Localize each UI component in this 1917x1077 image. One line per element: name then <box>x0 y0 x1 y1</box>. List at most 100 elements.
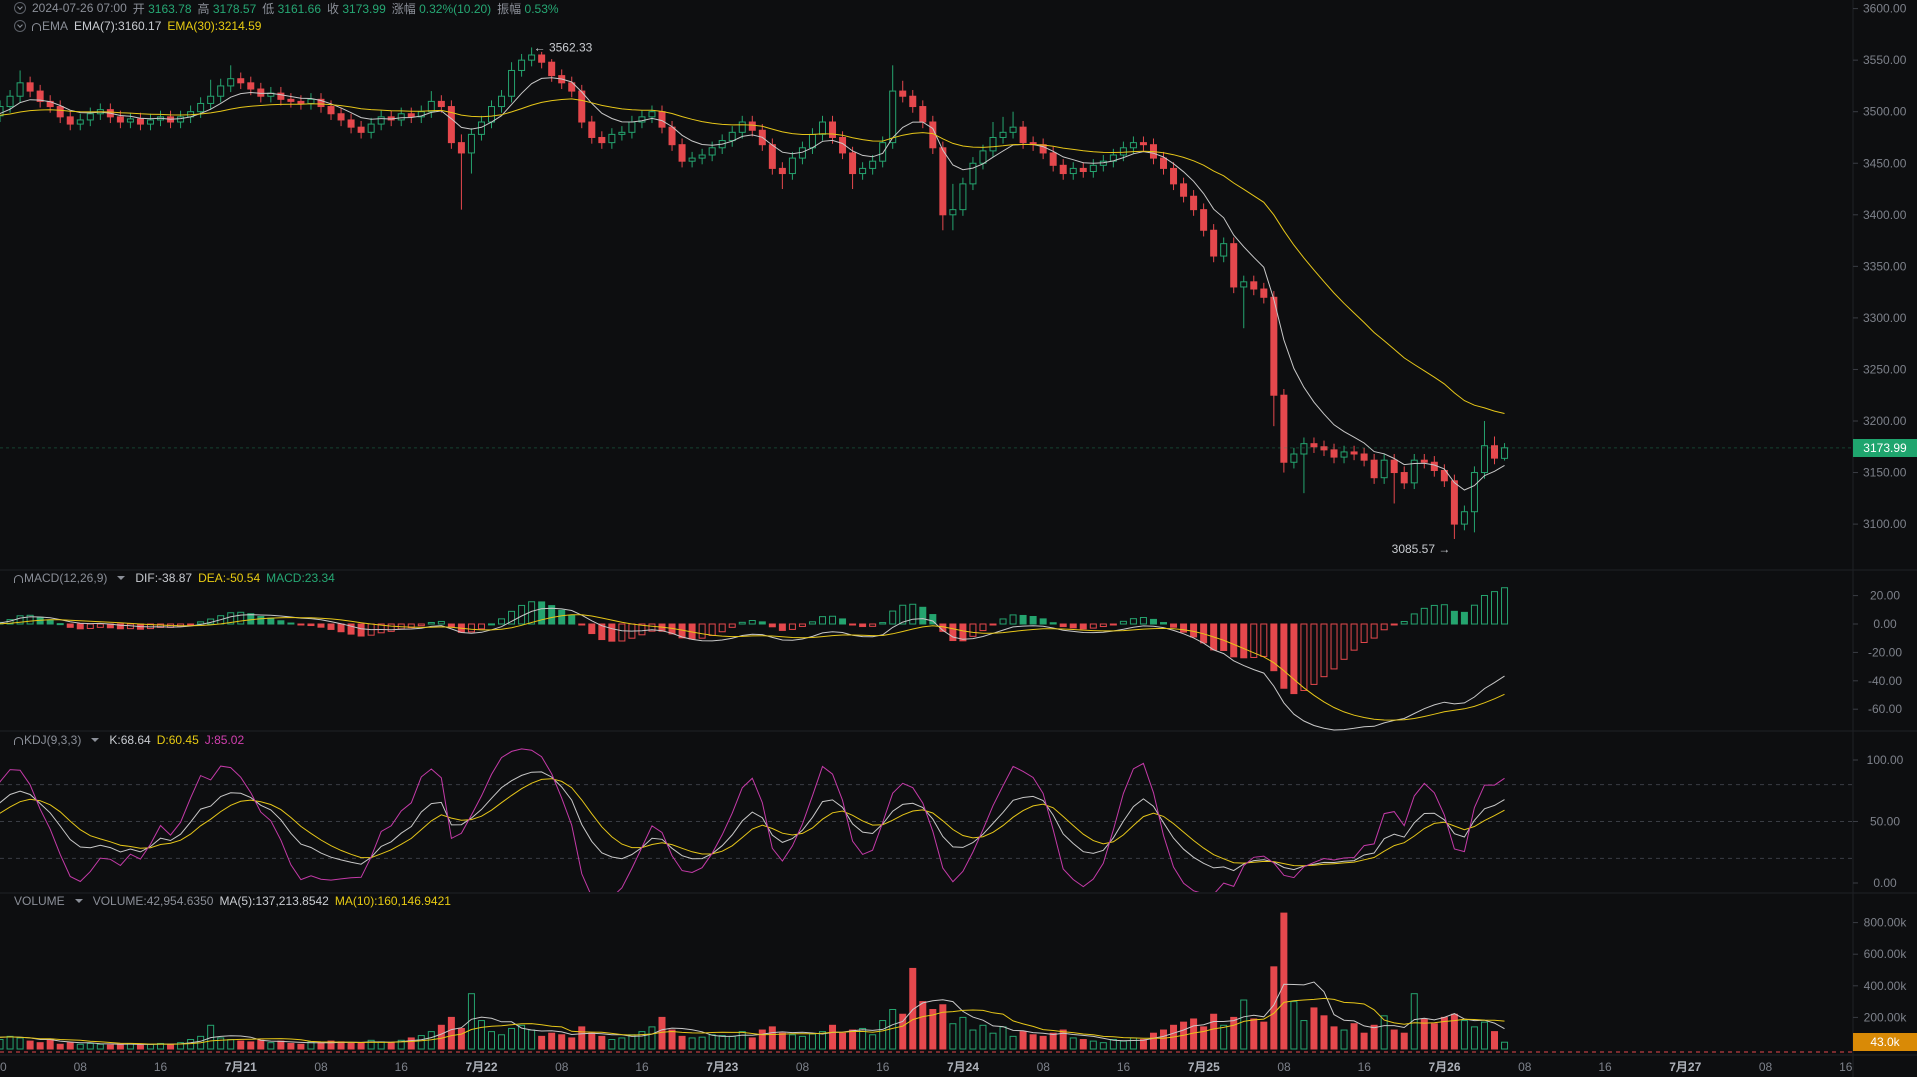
candle[interactable] <box>126 112 134 129</box>
candle[interactable] <box>1470 466 1478 533</box>
candle[interactable] <box>889 65 897 149</box>
candle[interactable] <box>427 91 435 118</box>
candle[interactable] <box>197 97 205 118</box>
candle[interactable] <box>417 105 425 124</box>
candle[interactable] <box>1290 447 1298 469</box>
candle[interactable] <box>1491 436 1498 465</box>
candle[interactable] <box>1400 466 1408 490</box>
bell-icon[interactable] <box>14 575 23 583</box>
collapse-chevron-icon[interactable] <box>14 2 26 14</box>
candle[interactable] <box>467 128 475 174</box>
candle[interactable] <box>829 115 837 144</box>
candle[interactable] <box>1260 282 1268 304</box>
kdj-indicator-toggle[interactable]: KDJ(9,3,3) <box>14 733 81 747</box>
candle[interactable] <box>568 76 576 98</box>
candle[interactable] <box>869 155 877 175</box>
candle[interactable] <box>327 100 335 120</box>
candle[interactable] <box>1310 437 1318 453</box>
candle[interactable] <box>1420 453 1428 469</box>
candle[interactable] <box>1210 224 1218 263</box>
candle[interactable] <box>16 70 24 103</box>
candle[interactable] <box>1430 456 1438 477</box>
candle[interactable] <box>136 112 144 131</box>
candle[interactable] <box>1109 148 1117 168</box>
candle[interactable] <box>1180 177 1188 203</box>
candle[interactable] <box>598 131 606 149</box>
candle[interactable] <box>227 65 235 93</box>
candle[interactable] <box>648 105 656 124</box>
candle[interactable] <box>447 100 455 149</box>
candle[interactable] <box>778 162 786 190</box>
candle[interactable] <box>1089 159 1097 178</box>
candle[interactable] <box>1139 136 1147 151</box>
macd-pane[interactable] <box>0 587 1509 731</box>
candle[interactable] <box>1360 447 1368 467</box>
candle[interactable] <box>518 53 526 77</box>
candle[interactable] <box>0 100 4 123</box>
candle[interactable] <box>628 115 636 139</box>
candle[interactable] <box>237 72 245 90</box>
candle[interactable] <box>678 138 686 168</box>
candle[interactable] <box>548 59 556 82</box>
candle[interactable] <box>708 141 716 162</box>
candle[interactable] <box>287 93 295 108</box>
candle[interactable] <box>578 84 586 129</box>
candle[interactable] <box>488 100 495 129</box>
candle[interactable] <box>1410 453 1418 490</box>
candle[interactable] <box>999 116 1007 144</box>
candle[interactable] <box>377 110 385 131</box>
price-pane[interactable]: ← 3562.33 3085.57 → <box>0 40 1853 556</box>
candle[interactable] <box>207 79 215 110</box>
candle[interactable] <box>1250 275 1258 296</box>
candle[interactable] <box>267 86 275 103</box>
candle[interactable] <box>1330 443 1338 464</box>
candle[interactable] <box>1300 437 1308 494</box>
candle[interactable] <box>879 136 887 168</box>
candle[interactable] <box>407 107 415 124</box>
candle[interactable] <box>457 134 465 210</box>
candle[interactable] <box>1059 159 1067 180</box>
candle[interactable] <box>437 95 445 113</box>
candle[interactable] <box>658 105 666 134</box>
collapse-chevron-icon[interactable] <box>14 20 26 32</box>
candle[interactable] <box>357 120 365 139</box>
candle[interactable] <box>1380 453 1388 484</box>
candle[interactable] <box>738 115 746 139</box>
candle[interactable] <box>1480 421 1488 479</box>
dropdown-caret-icon[interactable] <box>74 899 83 903</box>
candle[interactable] <box>1280 389 1288 473</box>
candle[interactable] <box>949 183 957 231</box>
candle[interactable] <box>1460 505 1468 531</box>
candle[interactable] <box>618 126 626 141</box>
candle[interactable] <box>698 148 706 165</box>
candle[interactable] <box>1340 445 1348 464</box>
bell-icon[interactable] <box>14 737 23 745</box>
candle[interactable] <box>1029 136 1037 151</box>
candle[interactable] <box>217 78 225 103</box>
candle[interactable] <box>1320 440 1328 457</box>
candle[interactable] <box>1450 474 1458 539</box>
candle[interactable] <box>638 110 646 129</box>
candle[interactable] <box>257 82 265 103</box>
candle[interactable] <box>1230 237 1238 294</box>
candle[interactable] <box>939 141 947 231</box>
dropdown-caret-icon[interactable] <box>91 738 100 742</box>
dropdown-caret-icon[interactable] <box>117 576 126 580</box>
candle[interactable] <box>86 107 94 127</box>
candle[interactable] <box>528 47 536 67</box>
candle[interactable] <box>608 128 616 149</box>
candle[interactable] <box>1079 162 1087 178</box>
candle[interactable] <box>808 128 816 154</box>
candle[interactable] <box>317 93 325 113</box>
candle[interactable] <box>798 141 806 165</box>
candle[interactable] <box>899 80 907 103</box>
candle[interactable] <box>909 90 917 113</box>
candle[interactable] <box>728 126 736 147</box>
candle[interactable] <box>859 162 867 180</box>
candle[interactable] <box>56 100 64 124</box>
candle[interactable] <box>1099 155 1107 172</box>
candle[interactable] <box>1220 237 1228 263</box>
candle[interactable] <box>146 113 154 131</box>
